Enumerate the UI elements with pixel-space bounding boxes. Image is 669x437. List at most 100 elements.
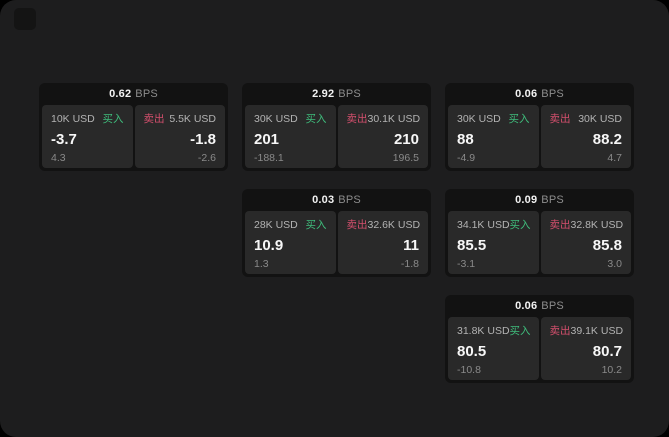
- sell-price: 11: [403, 236, 419, 254]
- buy-price: 80.5: [457, 342, 487, 360]
- buy-side-label: 买入: [508, 113, 530, 125]
- bps-header: 0.06 BPS: [445, 83, 634, 105]
- bps-header: 0.62 BPS: [39, 83, 228, 105]
- bps-unit-label: BPS: [338, 88, 361, 100]
- buy-price: 10.9: [254, 236, 284, 254]
- buy-sub-value: 1.3: [254, 257, 269, 270]
- quote-card: 0.03 BPS 28K USD 买入 10.9 1.3 卖出 32.6K US…: [242, 189, 431, 277]
- sell-panel[interactable]: 卖出 30K USD 88.2 4.7: [540, 105, 631, 168]
- buy-side-label: 买入: [305, 219, 327, 231]
- buy-panel[interactable]: 10K USD 买入 -3.7 4.3: [42, 105, 133, 168]
- bps-unit-label: BPS: [338, 194, 361, 206]
- bps-unit-label: BPS: [135, 88, 158, 100]
- quote-card-body: 30K USD 买入 201 -188.1 卖出 30.1K USD 210 1…: [245, 105, 428, 168]
- bps-unit-label: BPS: [541, 194, 564, 206]
- quote-card-body: 30K USD 买入 88 -4.9 卖出 30K USD 88.2 4.7: [448, 105, 631, 168]
- bps-header: 0.03 BPS: [242, 189, 431, 211]
- sell-amount: 30K USD: [578, 112, 622, 125]
- quote-card-body: 10K USD 买入 -3.7 4.3 卖出 5.5K USD -1.8 -2.…: [42, 105, 225, 168]
- bps-value: 0.03: [312, 194, 335, 206]
- sell-price: 88.2: [592, 130, 622, 148]
- bps-header: 0.09 BPS: [445, 189, 634, 211]
- buy-panel-top: 28K USD 买入: [254, 217, 327, 232]
- quote-card-body: 31.8K USD 买入 80.5 -10.8 卖出 39.1K USD 80.…: [448, 317, 631, 380]
- quote-card: 0.09 BPS 34.1K USD 买入 85.5 -3.1 卖出 32.8K…: [445, 189, 634, 277]
- buy-amount: 34.1K USD: [457, 218, 510, 231]
- quote-card-body: 28K USD 买入 10.9 1.3 卖出 32.6K USD 11 -1.8: [245, 211, 428, 274]
- buy-side-label: 买入: [102, 113, 124, 125]
- buy-sub-value: -4.9: [457, 151, 476, 164]
- sell-sub-value: -2.6: [197, 151, 216, 164]
- sell-amount: 30.1K USD: [367, 112, 421, 125]
- bps-unit-label: BPS: [541, 300, 564, 312]
- bps-value: 0.09: [515, 194, 538, 206]
- bps-value: 0.06: [515, 300, 538, 312]
- buy-amount: 10K USD: [51, 112, 95, 125]
- sell-amount: 32.8K USD: [570, 218, 624, 231]
- buy-sub-value: 4.3: [51, 151, 66, 164]
- quote-card: 0.06 BPS 31.8K USD 买入 80.5 -10.8 卖出 39.1…: [445, 295, 634, 383]
- buy-side-label: 买入: [509, 219, 531, 231]
- sell-sub-value: 4.7: [607, 151, 622, 164]
- sell-price: 80.7: [592, 342, 622, 360]
- buy-price: 85.5: [457, 236, 487, 254]
- sell-panel[interactable]: 卖出 32.6K USD 11 -1.8: [337, 211, 428, 274]
- buy-sub-value: -188.1: [254, 151, 284, 164]
- sell-panel-top: 卖出 32.8K USD: [549, 217, 624, 232]
- bps-value: 0.62: [109, 88, 132, 100]
- quote-card: 0.06 BPS 30K USD 买入 88 -4.9 卖出 30K USD 8…: [445, 83, 634, 171]
- sell-panel[interactable]: 卖出 39.1K USD 80.7 10.2: [540, 317, 631, 380]
- sell-side-label: 卖出: [346, 219, 368, 231]
- buy-amount: 30K USD: [254, 112, 298, 125]
- quote-card: 0.62 BPS 10K USD 买入 -3.7 4.3 卖出 5.5K USD…: [39, 83, 228, 171]
- sell-amount: 39.1K USD: [570, 324, 624, 337]
- bps-value: 2.92: [312, 88, 335, 100]
- buy-price: -3.7: [51, 130, 77, 148]
- buy-panel[interactable]: 30K USD 买入 88 -4.9: [448, 105, 539, 168]
- sell-sub-value: -1.8: [400, 257, 419, 270]
- cards-grid: 0.62 BPS 10K USD 买入 -3.7 4.3 卖出 5.5K USD…: [39, 83, 634, 383]
- buy-panel[interactable]: 31.8K USD 买入 80.5 -10.8: [448, 317, 539, 380]
- buy-amount: 31.8K USD: [457, 324, 510, 337]
- sell-side-label: 卖出: [549, 325, 571, 337]
- sell-side-label: 卖出: [549, 113, 571, 125]
- buy-panel-top: 34.1K USD 买入: [457, 217, 531, 232]
- bps-value: 0.06: [515, 88, 538, 100]
- sell-amount: 32.6K USD: [367, 218, 421, 231]
- buy-panel[interactable]: 28K USD 买入 10.9 1.3: [245, 211, 336, 274]
- sell-price: -1.8: [190, 130, 216, 148]
- sell-sub-value: 3.0: [607, 257, 622, 270]
- sell-panel-top: 卖出 5.5K USD: [144, 111, 217, 126]
- sell-panel[interactable]: 卖出 30.1K USD 210 196.5: [337, 105, 428, 168]
- app-icon: [14, 8, 36, 30]
- sell-side-label: 卖出: [143, 113, 165, 125]
- sell-sub-value: 196.5: [392, 151, 419, 164]
- quote-card: 2.92 BPS 30K USD 买入 201 -188.1 卖出 30.1K …: [242, 83, 431, 171]
- buy-panel[interactable]: 30K USD 买入 201 -188.1: [245, 105, 336, 168]
- bps-header: 2.92 BPS: [242, 83, 431, 105]
- buy-sub-value: -3.1: [457, 257, 476, 270]
- sell-panel[interactable]: 卖出 5.5K USD -1.8 -2.6: [134, 105, 225, 168]
- quote-card-body: 34.1K USD 买入 85.5 -3.1 卖出 32.8K USD 85.8…: [448, 211, 631, 274]
- buy-price: 88: [457, 130, 474, 148]
- bps-header: 0.06 BPS: [445, 295, 634, 317]
- sell-side-label: 卖出: [346, 113, 368, 125]
- sell-side-label: 卖出: [549, 219, 571, 231]
- bps-unit-label: BPS: [541, 88, 564, 100]
- buy-amount: 28K USD: [254, 218, 298, 231]
- buy-panel-top: 30K USD 买入: [457, 111, 530, 126]
- buy-price: 201: [254, 130, 280, 148]
- sell-price: 85.8: [592, 236, 622, 254]
- buy-side-label: 买入: [305, 113, 327, 125]
- buy-amount: 30K USD: [457, 112, 501, 125]
- sell-amount: 5.5K USD: [169, 112, 216, 125]
- buy-panel-top: 31.8K USD 买入: [457, 323, 531, 338]
- buy-sub-value: -10.8: [457, 363, 481, 376]
- buy-panel[interactable]: 34.1K USD 买入 85.5 -3.1: [448, 211, 539, 274]
- buy-side-label: 买入: [509, 325, 531, 337]
- sell-panel[interactable]: 卖出 32.8K USD 85.8 3.0: [540, 211, 631, 274]
- sell-price: 210: [393, 130, 419, 148]
- buy-panel-top: 10K USD 买入: [51, 111, 124, 126]
- buy-panel-top: 30K USD 买入: [254, 111, 327, 126]
- sell-sub-value: 10.2: [601, 363, 622, 376]
